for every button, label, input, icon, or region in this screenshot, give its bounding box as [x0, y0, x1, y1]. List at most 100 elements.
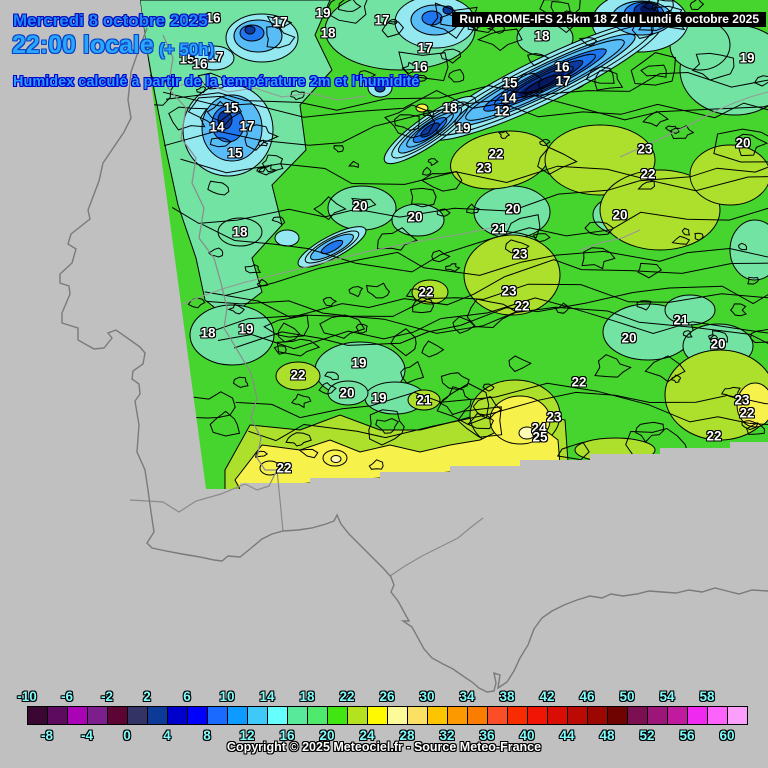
scale-tick-label: 30	[419, 689, 435, 704]
map-value-label: 19	[739, 50, 755, 66]
map-value-label: 15	[223, 100, 239, 116]
scale-cell	[668, 707, 688, 724]
scale-tick-label: 50	[619, 689, 635, 704]
scale-cell	[28, 707, 48, 724]
scale-tick-label: 10	[219, 689, 235, 704]
map-value-label: 15	[179, 51, 195, 67]
map-value-label: 16	[554, 59, 570, 75]
map-value-label: 16	[192, 56, 208, 72]
forecast-offset: (+ 50h)	[159, 40, 215, 59]
scale-cell	[228, 707, 248, 724]
map-value-label: 19	[371, 390, 387, 406]
time-title: 22:00 locale	[12, 31, 154, 59]
scale-cell	[408, 707, 428, 724]
map-value-label: 25	[532, 429, 548, 445]
coastline	[59, 27, 768, 693]
map-value-label: 23	[546, 409, 562, 425]
country-border	[129, 34, 484, 577]
scale-tick-label: 20	[319, 728, 335, 743]
map-value-label: 17	[555, 73, 571, 89]
scale-tick-label: -8	[40, 728, 54, 743]
map-value-label: 23	[734, 392, 750, 408]
scale-tick-label: 44	[559, 728, 575, 743]
scale-tick-label: 22	[339, 689, 355, 704]
scale-tick-label: 40	[519, 728, 535, 743]
scale-tick-label: 60	[719, 728, 735, 743]
scale-cell	[128, 707, 148, 724]
scale-cell	[588, 707, 608, 724]
scale-cell	[168, 707, 188, 724]
map-value-label: 17	[417, 40, 433, 56]
map-value-label: 18	[534, 28, 550, 44]
scale-cell	[508, 707, 528, 724]
scale-tick-label: 26	[379, 689, 395, 704]
map-value-label: 15	[502, 75, 518, 91]
scale-tick-label: 18	[299, 689, 315, 704]
map-value-label: 18	[200, 325, 216, 341]
map-value-label: 20	[710, 336, 726, 352]
map-value-label: 23	[476, 160, 492, 176]
map-value-label: 22	[276, 460, 292, 476]
scale-cell	[288, 707, 308, 724]
map-value-label: 23	[512, 246, 528, 262]
map-value-label: 14	[209, 119, 225, 135]
map-value-label: 14	[501, 90, 517, 106]
scale-cell	[188, 707, 208, 724]
scale-tick-label: 54	[659, 689, 675, 704]
scale-tick-label: 6	[183, 689, 191, 704]
scale-tick-label: -2	[100, 689, 114, 704]
run-info-box: Run AROME-IFS 2.5km 18 Z du Lundi 6 octo…	[452, 12, 766, 27]
copyright-text: Copyright © 2025 Meteociel.fr - Source M…	[226, 740, 542, 754]
scale-tick-label: 46	[579, 689, 595, 704]
scale-cell	[728, 707, 747, 724]
scale-tick-label: 34	[459, 689, 475, 704]
map-value-label: 17	[208, 49, 224, 65]
map-value-label: 23	[501, 283, 517, 299]
map-value-label: 22	[418, 284, 434, 300]
scale-cell	[468, 707, 488, 724]
scale-cell	[68, 707, 88, 724]
scale-cell	[88, 707, 108, 724]
scale-cell	[528, 707, 548, 724]
map-value-label: 17	[374, 12, 390, 28]
scale-cell	[428, 707, 448, 724]
scale-tick-label: 32	[439, 728, 455, 743]
scale-tick-label: 52	[639, 728, 655, 743]
scale-cell	[348, 707, 368, 724]
scale-tick-label: 0	[123, 728, 131, 743]
scale-tick-label: 12	[239, 728, 255, 743]
map-value-label: 24	[531, 420, 547, 436]
scale-cell	[608, 707, 628, 724]
scale-cell	[548, 707, 568, 724]
scale-cell	[648, 707, 668, 724]
map-value-label: 12	[494, 103, 510, 119]
scale-tick-label: 24	[359, 728, 375, 743]
scale-tick-label: 4	[163, 728, 171, 743]
map-value-label: 19	[238, 321, 254, 337]
map-value-label: 22	[571, 374, 587, 390]
scale-tick-label: 36	[479, 728, 495, 743]
map-value-label: 19	[351, 355, 367, 371]
map-value-label: 20	[735, 135, 751, 151]
scale-tick-label: 8	[203, 728, 211, 743]
scale-cell	[448, 707, 468, 724]
map-value-label: 20	[352, 198, 368, 214]
scale-tick-label: 58	[699, 689, 715, 704]
map-value-label: 15	[227, 145, 243, 161]
scale-cell	[388, 707, 408, 724]
map-value-label: 19	[315, 5, 331, 21]
map-value-label: 22	[739, 405, 755, 421]
map-value-label: 21	[491, 221, 507, 237]
scale-cell	[148, 707, 168, 724]
map-value-label: 22	[640, 166, 656, 182]
scale-cell	[568, 707, 588, 724]
scale-cell	[208, 707, 228, 724]
map-value-label: 20	[505, 201, 521, 217]
map-value-label: 22	[706, 428, 722, 444]
scale-cell	[688, 707, 708, 724]
scale-tick-label: 56	[679, 728, 695, 743]
scale-tick-label: -6	[60, 689, 74, 704]
parameter-subtitle: Humidex calculé à partir de la températu…	[13, 74, 420, 90]
